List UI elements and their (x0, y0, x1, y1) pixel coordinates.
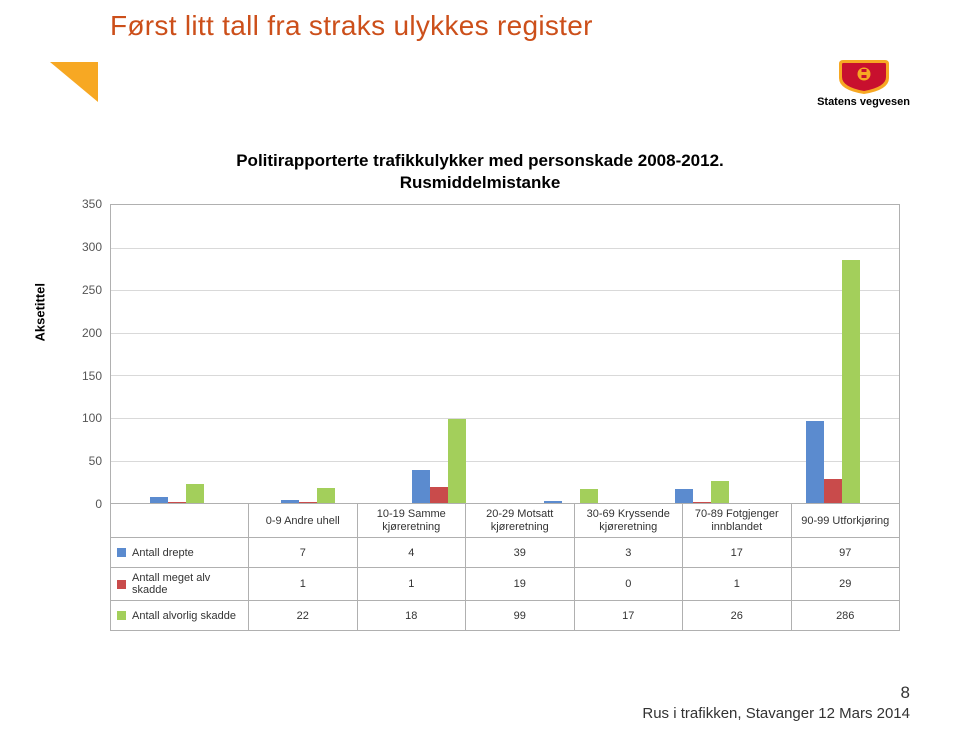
bar (317, 488, 335, 503)
series-label-text: Antall alvorlig skadde (132, 610, 236, 622)
table-header-cell: 20-29 Motsatt kjøreretning (466, 504, 575, 537)
shield-icon (837, 60, 891, 94)
y-tick: 50 (89, 454, 102, 468)
table-row: Antall meget alv skadde11190129 (111, 567, 899, 600)
table-corner (111, 504, 249, 537)
data-table: 0-9 Andre uhell10-19 Samme kjøreretning2… (110, 504, 900, 631)
table-row: Antall drepte 743931797 (111, 537, 899, 567)
table-cell: 1 (358, 568, 467, 600)
table-header-cell: 30-69 Kryssende kjøreretning (575, 504, 684, 537)
table-cell: 29 (792, 568, 900, 600)
table-header-cell: 10-19 Samme kjøreretning (358, 504, 467, 537)
table-cell: 26 (683, 601, 792, 630)
footer: 8 Rus i trafikken, Stavanger 12 Mars 201… (642, 683, 910, 722)
table-cell: 17 (575, 601, 684, 630)
bar (412, 470, 430, 503)
bar (168, 502, 186, 503)
bar (281, 500, 299, 503)
table-header-cell: 0-9 Andre uhell (249, 504, 358, 537)
series-label: Antall meget alv skadde (111, 568, 249, 600)
bar (806, 421, 824, 504)
bar (544, 501, 562, 504)
table-cell: 19 (466, 568, 575, 600)
category-group (374, 205, 505, 503)
color-swatch (117, 580, 126, 589)
table-cell: 286 (792, 601, 900, 630)
bar (842, 260, 860, 504)
page-title: Først litt tall fra straks ulykkes regis… (110, 10, 960, 42)
chart-title: Politirapporterte trafikkulykker med per… (60, 150, 900, 194)
table-header-cell: 70-89 Fotgjenger innblandet (683, 504, 792, 537)
logo-text: Statens vegvesen (817, 96, 910, 108)
category-group (768, 205, 899, 503)
category-group (505, 205, 636, 503)
table-cell: 3 (575, 538, 684, 567)
table-header-cell: 90-99 Utforkjøring (792, 504, 900, 537)
bar (430, 487, 448, 503)
bar (693, 502, 711, 503)
category-group (636, 205, 767, 503)
vegvesen-logo: Statens vegvesen (817, 60, 910, 108)
table-cell: 97 (792, 538, 900, 567)
table-row: Antall alvorlig skadde 2218991726286 (111, 600, 899, 630)
bar (150, 497, 168, 503)
bar (675, 489, 693, 503)
table-cell: 1 (683, 568, 792, 600)
series-label-text: Antall drepte (132, 547, 194, 559)
table-header-row: 0-9 Andre uhell10-19 Samme kjøreretning2… (111, 504, 899, 537)
y-tick: 200 (82, 326, 102, 340)
series-label: Antall drepte (111, 538, 249, 567)
table-cell: 17 (683, 538, 792, 567)
bar (299, 502, 317, 503)
plot-area (110, 204, 900, 504)
table-cell: 4 (358, 538, 467, 567)
color-swatch (117, 548, 126, 557)
table-cell: 1 (249, 568, 358, 600)
accent-triangle (50, 62, 98, 102)
series-label-text: Antall meget alv skadde (132, 572, 242, 596)
y-axis-label: Aksetittel (33, 283, 48, 342)
y-tick: 250 (82, 283, 102, 297)
table-cell: 7 (249, 538, 358, 567)
y-tick: 100 (82, 411, 102, 425)
chart-container: Politirapporterte trafikkulykker med per… (60, 150, 900, 630)
y-tick: 0 (95, 497, 102, 511)
page-number: 8 (642, 683, 910, 703)
bar (448, 419, 466, 503)
table-cell: 39 (466, 538, 575, 567)
y-tick: 350 (82, 197, 102, 211)
table-cell: 0 (575, 568, 684, 600)
table-cell: 22 (249, 601, 358, 630)
bar (186, 484, 204, 503)
category-group (111, 205, 242, 503)
table-cell: 99 (466, 601, 575, 630)
table-cell: 18 (358, 601, 467, 630)
bar (580, 489, 598, 503)
footer-text: Rus i trafikken, Stavanger 12 Mars 2014 (642, 705, 910, 722)
y-axis: 050100150200250300350 (60, 204, 110, 504)
y-tick: 150 (82, 369, 102, 383)
bar (824, 479, 842, 504)
series-label: Antall alvorlig skadde (111, 601, 249, 630)
color-swatch (117, 611, 126, 620)
category-group (242, 205, 373, 503)
bar (711, 481, 729, 503)
y-tick: 300 (82, 240, 102, 254)
